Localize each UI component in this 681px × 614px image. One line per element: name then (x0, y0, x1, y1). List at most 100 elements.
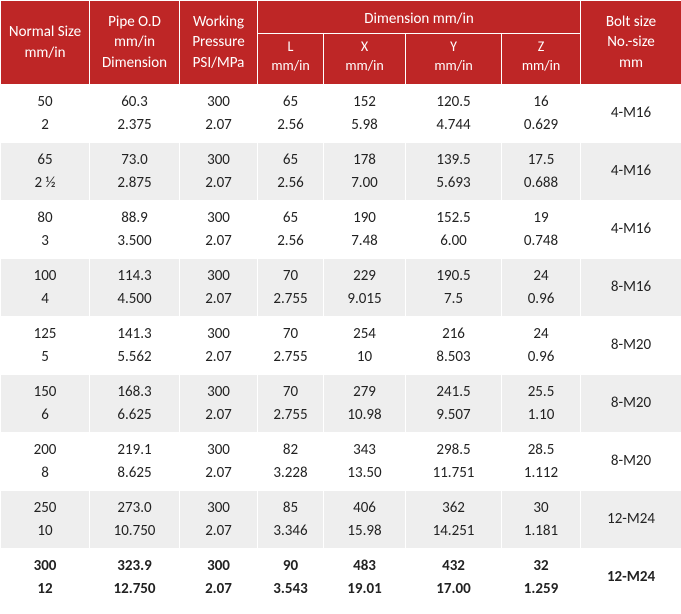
cell-normal_size: 1004 (1, 259, 90, 317)
cell-value: 19.01 (347, 580, 381, 598)
cell-normal_size: 1255 (1, 317, 90, 375)
cell-value: 8.503 (436, 348, 470, 366)
cell-value: 2.07 (205, 290, 232, 308)
cell-X: 27910.98 (324, 375, 406, 433)
cell-value: 190 (353, 209, 376, 227)
cell-pipe_od: 323.9 12.750 (90, 549, 180, 607)
cell-value: 73.0 (121, 151, 148, 169)
header-dim-y: Y mm/in (406, 34, 502, 85)
cell-value: 241.5 (436, 383, 470, 401)
cell-value: 5.693 (436, 174, 470, 192)
cell-value: 1.259 (524, 580, 558, 598)
cell-value: 88.9 (121, 209, 148, 227)
cell-L: 903.543 (258, 549, 324, 607)
cell-pressure: 3002.07 (180, 201, 258, 259)
cell-value: 2.07 (205, 174, 232, 192)
cell-pipe_od: 219.18.625 (90, 433, 180, 491)
cell-value: 5.98 (351, 116, 378, 134)
cell-value: 70 (283, 325, 298, 343)
cell-Y: 120.5 4.744 (406, 85, 502, 143)
cell-L: 853.346 (258, 491, 324, 549)
cell-value: 2.07 (205, 522, 232, 540)
header-text: Working (193, 13, 244, 31)
header-dimension-group: Dimension mm/in (258, 1, 581, 34)
cell-Z: 190.748 (502, 201, 581, 259)
header-text: mm/in (24, 44, 65, 62)
cell-value: 362 (442, 499, 465, 517)
cell-value: 139.5 (436, 151, 470, 169)
cell-value: 323.9 (117, 557, 151, 575)
cell-L: 702.755 (258, 259, 324, 317)
cell-pressure: 300 2.07 (180, 259, 258, 317)
cell-value: 2.07 (205, 464, 232, 482)
cell-value: 13.50 (347, 464, 381, 482)
cell-pipe_od: 273.010.750 (90, 491, 180, 549)
cell-value: 1.112 (524, 464, 558, 482)
header-text: mm/in (434, 57, 472, 74)
cell-value: 9.507 (436, 406, 470, 424)
cell-value: 3 (41, 232, 49, 250)
cell-value: 2.56 (277, 232, 304, 250)
table-row: 80388.93.5003002.07652.561907.48152.56.0… (1, 201, 681, 259)
header-dim-z: Z mm/in (502, 34, 581, 85)
cell-pressure: 3002.07 (180, 549, 258, 607)
cell-value: 120.5 (436, 93, 470, 111)
cell-value: 2.755 (273, 406, 307, 424)
cell-value: 9.015 (347, 290, 381, 308)
cell-value: 300 (207, 557, 230, 575)
cell-value: 14.251 (433, 522, 475, 540)
cell-X: 1787.00 (324, 143, 406, 201)
cell-value: 100 (34, 267, 57, 285)
spec-table: Normal Size mm/in Pipe O.D mm/in Dimensi… (0, 0, 681, 607)
header-text: Z (538, 38, 545, 55)
cell-value: 200 (34, 441, 57, 459)
cell-bolt: 12-M24 (581, 549, 681, 607)
cell-value: 300 (207, 267, 230, 285)
cell-Z: 17.50.688 (502, 143, 581, 201)
header-bolt-size: Bolt size No.-size mm (581, 1, 681, 85)
cell-value: 190.5 (436, 267, 470, 285)
cell-value: 10 (37, 522, 52, 540)
header-text: mm (619, 54, 643, 72)
table-row: 25010273.010.7503002.07853.34640615.9836… (1, 491, 681, 549)
cell-bolt: 12-M24 (581, 491, 681, 549)
cell-value: 125 (34, 325, 57, 343)
table-row: 2008219.18.6253002.07823.22834313.50298.… (1, 433, 681, 491)
cell-Y: 362 14.251 (406, 491, 502, 549)
cell-value: 250 (34, 499, 57, 517)
cell-value: 178 (353, 151, 376, 169)
cell-value: 60.3 (121, 93, 148, 111)
cell-pipe_od: 60.32.375 (90, 85, 180, 143)
cell-value: 5 (41, 348, 49, 366)
cell-value: 406 (353, 499, 376, 517)
table-row: 50260.32.3753002.07652.561525.98120.54.7… (1, 85, 681, 143)
cell-value: 2.07 (205, 116, 232, 134)
cell-value: 219.1 (117, 441, 151, 459)
cell-value: 2.56 (277, 116, 304, 134)
cell-Y: 43217.00 (406, 549, 502, 607)
header-text: L (288, 38, 294, 55)
cell-value: 12.750 (113, 580, 155, 598)
cell-Y: 190.57.5 (406, 259, 502, 317)
cell-pressure: 3002.07 (180, 317, 258, 375)
cell-value: 90 (283, 557, 298, 575)
cell-value: 11.751 (433, 464, 475, 482)
cell-value: 2.755 (273, 290, 307, 308)
header-text: Bolt size (606, 13, 656, 31)
cell-pressure: 3002.07 (180, 143, 258, 201)
cell-value: 2.875 (117, 174, 151, 192)
cell-value: 4.500 (117, 290, 151, 308)
cell-normal_size: 25010 (1, 491, 90, 549)
cell-bolt: 8-M16 (581, 259, 681, 317)
cell-value: 10.98 (347, 406, 381, 424)
cell-value: 254 (353, 325, 376, 343)
header-text: Pressure (192, 33, 244, 51)
cell-value: 4.744 (436, 116, 470, 134)
cell-pressure: 3002.07 (180, 433, 258, 491)
cell-value: 0.688 (524, 174, 558, 192)
cell-value: 2.07 (205, 348, 232, 366)
header-text: Pipe O.D (108, 13, 161, 31)
header-text: mm/in (345, 57, 383, 74)
header-text: mm/in (114, 33, 155, 51)
cell-value: 0.629 (524, 116, 558, 134)
